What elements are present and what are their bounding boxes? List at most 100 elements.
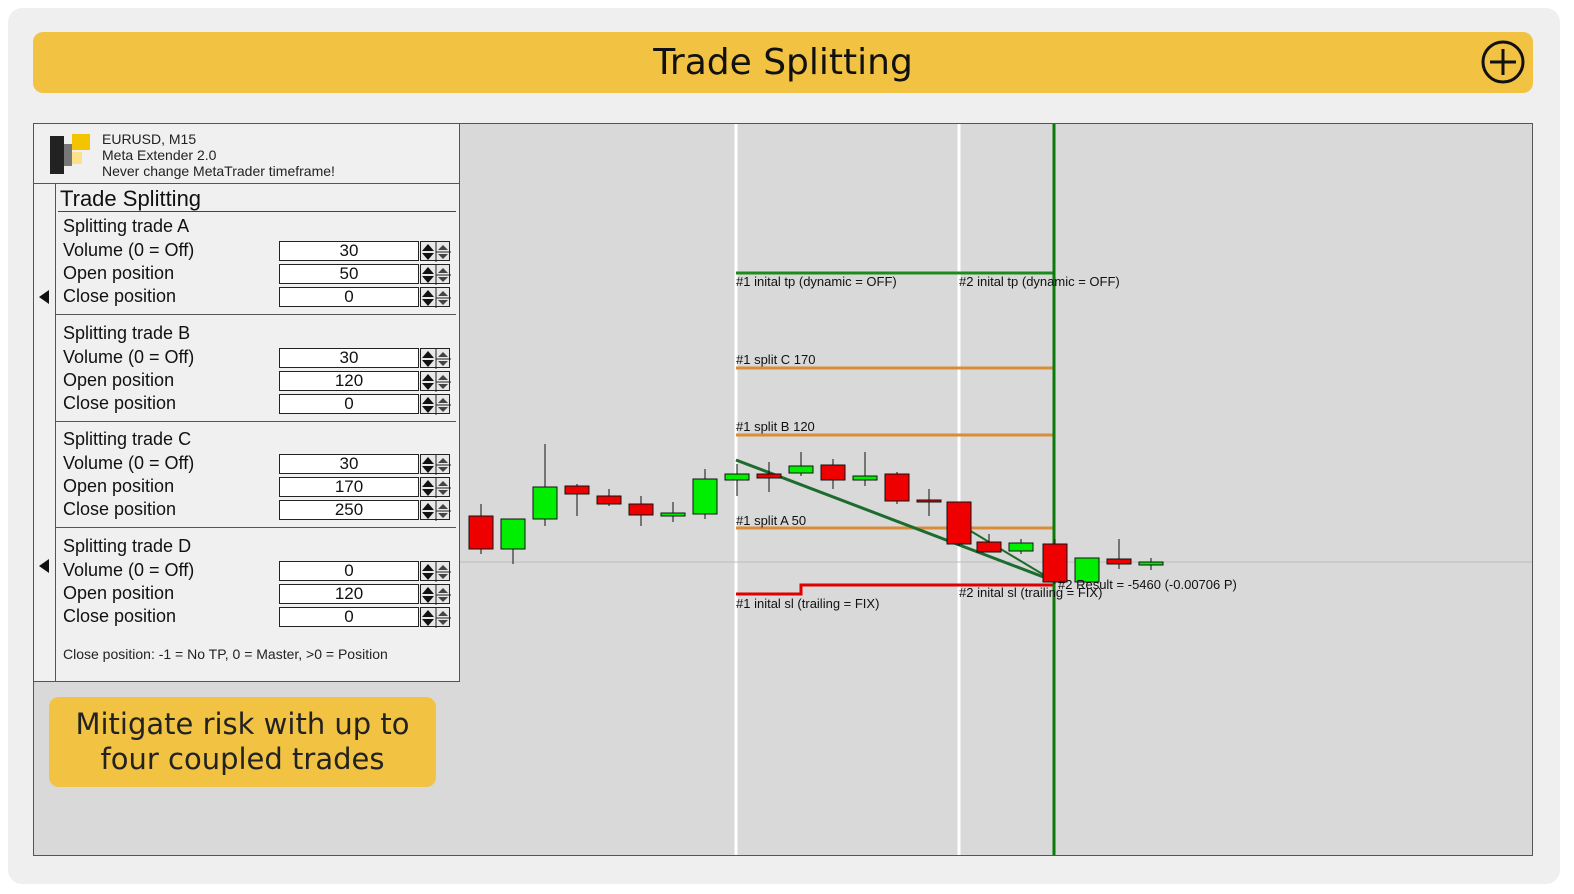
candle-body [468, 515, 494, 550]
spinner-arrows-icon[interactable] [420, 477, 451, 498]
candle-body [724, 473, 750, 481]
product-name: Meta Extender 2.0 [102, 147, 217, 163]
candle-body [756, 473, 782, 479]
candle-body [916, 499, 942, 503]
splitting-group-d: Splitting trade D Volume (0 = Off) 0 Open p… [56, 536, 458, 631]
spinner-arrows-icon[interactable] [420, 561, 451, 582]
param-row: Close position 0 [63, 393, 453, 415]
panel-side-strip [34, 184, 56, 681]
split-b-label: #1 split B 120 [736, 419, 815, 434]
group-title: Splitting trade A [63, 216, 190, 236]
param-label: Close position [63, 499, 177, 519]
param-label: Open position [63, 476, 175, 496]
param-label: Volume (0 = Off) [63, 560, 195, 580]
param-input[interactable]: 50 [279, 264, 419, 284]
param-input[interactable]: 30 [279, 454, 419, 474]
param-input[interactable]: 30 [279, 241, 419, 261]
feature-callout: Mitigate risk with up to four coupled tr… [49, 697, 436, 787]
close-position-note: Close position: -1 = No TP, 0 = Master, … [63, 646, 388, 662]
spinner-arrows-icon[interactable] [420, 394, 451, 415]
result-label: #2 Result = -5460 (-0.00706 P) [1058, 577, 1237, 592]
param-row: Volume (0 = Off) 30 [63, 453, 453, 475]
group-divider [56, 314, 456, 315]
spinner-arrows-icon[interactable] [420, 500, 451, 521]
splitting-group-a: Splitting trade A Volume (0 = Off) 30 Open … [56, 216, 458, 315]
group-divider [56, 527, 456, 528]
tp2-label: #2 inital tp (dynamic = OFF) [959, 274, 1120, 289]
candle-body [820, 464, 846, 481]
candlestick-series [468, 444, 1164, 584]
split-a-label: #1 split A 50 [736, 513, 806, 528]
param-label: Volume (0 = Off) [63, 453, 195, 473]
trend-line-1 [735, 458, 1055, 583]
param-input[interactable]: 0 [279, 561, 419, 581]
param-row: Open position 120 [63, 583, 453, 605]
candle-body [976, 541, 1002, 553]
spinner-arrows-icon[interactable] [420, 584, 451, 605]
candle-body [532, 486, 558, 520]
candle-body [946, 501, 972, 545]
panel-header: EURUSD, M15 Meta Extender 2.0 Never chan… [34, 124, 459, 184]
tp1-label: #1 inital tp (dynamic = OFF) [736, 274, 897, 289]
param-input[interactable]: 120 [279, 584, 419, 604]
param-input[interactable]: 120 [279, 371, 419, 391]
group-title: Splitting trade B [63, 323, 191, 343]
candle-body [596, 495, 622, 505]
param-input[interactable]: 30 [279, 348, 419, 368]
param-row: Open position 170 [63, 476, 453, 498]
param-row: Open position 50 [63, 263, 453, 285]
trade-splitting-panel: EURUSD, M15 Meta Extender 2.0 Never chan… [33, 123, 460, 682]
split-c-label: #1 split C 170 [736, 352, 816, 367]
spinner-arrows-icon[interactable] [420, 607, 451, 628]
timeframe-warning: Never change MetaTrader timeframe! [102, 163, 335, 179]
callout-line-1: Mitigate risk with up to [75, 707, 410, 741]
title-banner: Trade Splitting [33, 32, 1533, 93]
collapse-left-arrow-icon[interactable] [39, 290, 49, 304]
param-label: Close position [63, 606, 177, 626]
candle-body [1008, 542, 1034, 552]
group-title: Splitting trade D [63, 536, 192, 556]
spinner-arrows-icon[interactable] [420, 371, 451, 392]
param-label: Open position [63, 583, 175, 603]
spinner-arrows-icon[interactable] [420, 348, 451, 369]
panel-title: Trade Splitting [60, 186, 202, 211]
splitting-group-b: Splitting trade B Volume (0 = Off) 30 Open … [56, 323, 458, 422]
group-title: Splitting trade C [63, 429, 192, 449]
param-row: Volume (0 = Off) 30 [63, 347, 453, 369]
sl2-label: #2 inital sl (trailing = FIX) [959, 585, 1102, 600]
param-label: Volume (0 = Off) [63, 240, 195, 260]
banner-title: Trade Splitting [653, 42, 913, 83]
candle-body [1138, 561, 1164, 566]
param-input[interactable]: 170 [279, 477, 419, 497]
candle-body [1042, 543, 1068, 583]
param-input[interactable]: 0 [279, 607, 419, 627]
trend-line-2 [958, 523, 1055, 582]
sl-line [736, 583, 1054, 596]
group-divider [56, 421, 456, 422]
plus-circle-icon[interactable] [1481, 40, 1525, 84]
param-input[interactable]: 0 [279, 394, 419, 414]
meta-extender-logo [50, 134, 90, 174]
collapse-left-arrow-icon[interactable] [39, 559, 49, 573]
param-input[interactable]: 0 [279, 287, 419, 307]
spinner-arrows-icon[interactable] [420, 264, 451, 285]
param-row: Close position 250 [63, 499, 453, 521]
spinner-arrows-icon[interactable] [420, 241, 451, 262]
spinner-arrows-icon[interactable] [420, 287, 451, 308]
candle-body [884, 473, 910, 502]
candle-body [1106, 558, 1132, 565]
candle-body [1074, 557, 1100, 583]
chart-canvas[interactable]: #1 inital tp (dynamic = OFF) #2 inital t… [34, 124, 1533, 856]
param-row: Open position 120 [63, 370, 453, 392]
param-row: Close position 0 [63, 606, 453, 628]
callout-line-2: four coupled trades [100, 742, 385, 776]
symbol-timeframe: EURUSD, M15 [102, 131, 197, 147]
param-label: Close position [63, 393, 177, 413]
param-row: Volume (0 = Off) 0 [63, 560, 453, 582]
spinner-arrows-icon[interactable] [420, 454, 451, 475]
param-input[interactable]: 250 [279, 500, 419, 520]
param-label: Volume (0 = Off) [63, 347, 195, 367]
candle-body [660, 512, 686, 517]
param-label: Open position [63, 263, 175, 283]
param-label: Close position [63, 286, 177, 306]
